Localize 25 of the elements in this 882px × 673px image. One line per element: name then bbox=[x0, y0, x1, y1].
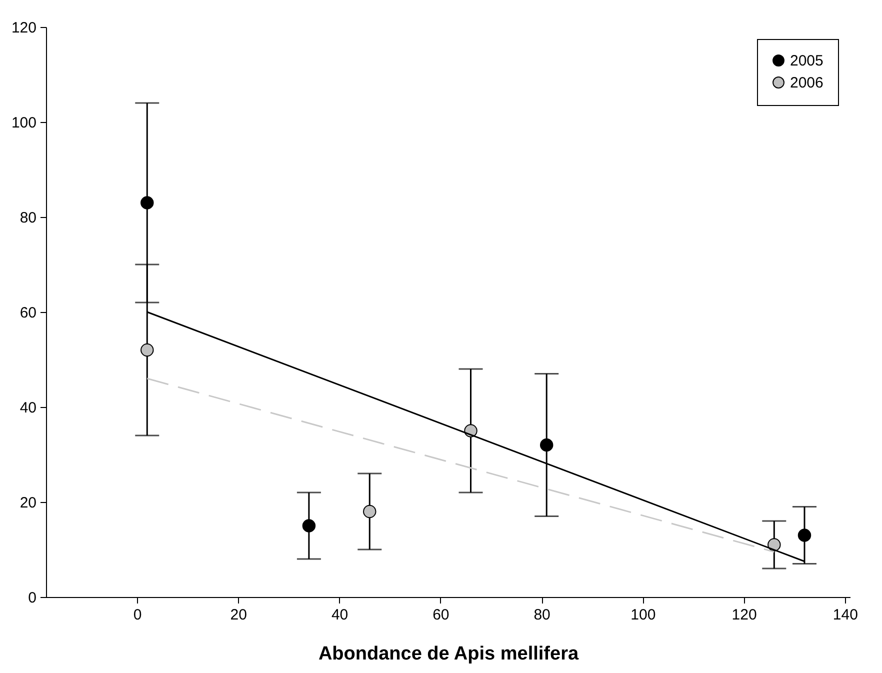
legend-label: 2006 bbox=[790, 74, 824, 92]
y-tick-label: 80 bbox=[20, 210, 36, 226]
point bbox=[140, 196, 154, 210]
y-tick-label: 60 bbox=[20, 304, 36, 322]
y-tick-label: 20 bbox=[20, 494, 36, 512]
point bbox=[540, 438, 554, 452]
x-tick-label: 140 bbox=[832, 606, 858, 624]
x-tick-label: 40 bbox=[331, 606, 348, 624]
x-tick-label: 20 bbox=[230, 606, 247, 624]
point bbox=[140, 343, 154, 357]
y-tick-label: 0 bbox=[28, 590, 36, 606]
point bbox=[363, 504, 376, 518]
y-tick-label: 120 bbox=[11, 20, 36, 36]
y-tick-label: 40 bbox=[20, 400, 36, 416]
point bbox=[768, 538, 781, 552]
x-tick-label: 0 bbox=[133, 606, 142, 624]
point bbox=[798, 528, 812, 542]
point bbox=[302, 519, 316, 532]
x-tick-label: 60 bbox=[432, 606, 450, 624]
x-tick-label: 120 bbox=[732, 606, 757, 624]
x-tick-label: 100 bbox=[630, 606, 656, 624]
legend-label: 2005 bbox=[790, 52, 824, 70]
x-tick-label: 80 bbox=[534, 606, 550, 624]
x-axis-title: Abondance de Apis mellifera bbox=[318, 644, 579, 664]
y-tick-label: 100 bbox=[11, 114, 36, 132]
